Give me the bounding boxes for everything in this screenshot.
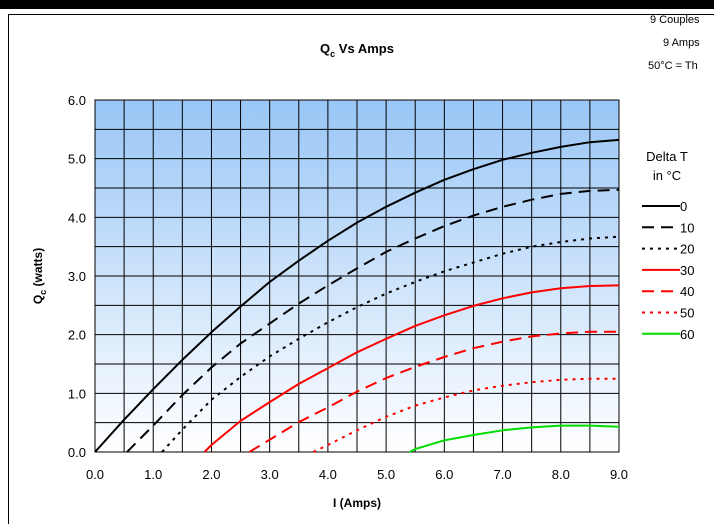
- legend-label-60: 60: [680, 327, 694, 342]
- y-tick-label: 5.0: [68, 152, 86, 167]
- y-tick-label: 4.0: [68, 210, 86, 225]
- legend: Delta T in °C 0 10 20 30 40 50 60: [642, 149, 694, 342]
- x-tick-label: 7.0: [494, 467, 512, 482]
- y-tick-label: 1.0: [68, 386, 86, 401]
- x-tick-label: 4.0: [319, 467, 337, 482]
- x-tick-label: 0.0: [86, 467, 104, 482]
- temperature-note: 50°C = Th: [648, 60, 698, 72]
- chart-title: Qc Vs Amps: [320, 41, 394, 59]
- grid-lines: [95, 100, 619, 452]
- series-lines: [94, 138, 620, 453]
- legend-title-line2: in °C: [653, 168, 681, 183]
- x-tick-label: 1.0: [144, 467, 162, 482]
- x-tick-label: 3.0: [261, 467, 279, 482]
- legend-label-30: 30: [680, 263, 694, 278]
- chart-frame: [8, 14, 714, 524]
- y-tick-label: 6.0: [68, 93, 86, 108]
- y-tick-label: 3.0: [68, 269, 86, 284]
- legend-label-50: 50: [680, 306, 694, 321]
- series-line-20: [161, 235, 620, 453]
- y-axis-title: Qc (watts): [31, 248, 48, 304]
- couples-note: 9 Couples: [650, 14, 700, 26]
- x-tick-label: 9.0: [610, 467, 628, 482]
- top-border-bar: [0, 0, 714, 9]
- legend-label-0: 0: [680, 199, 687, 214]
- x-tick-label: 2.0: [202, 467, 220, 482]
- legend-label-10: 10: [680, 220, 694, 235]
- x-tick-label: 5.0: [377, 467, 395, 482]
- amps-note: 9 Amps: [663, 37, 700, 49]
- y-tick-label: 2.0: [68, 328, 86, 343]
- x-tick-label: 6.0: [435, 467, 453, 482]
- series-line-0: [94, 138, 620, 453]
- x-tick-label: 8.0: [552, 467, 570, 482]
- legend-label-20: 20: [680, 242, 694, 257]
- legend-label-40: 40: [680, 284, 694, 299]
- series-line-10: [126, 188, 620, 453]
- x-axis-title: I (Amps): [333, 496, 381, 510]
- y-tick-label: 0.0: [68, 445, 86, 460]
- legend-title-line1: Delta T: [646, 149, 688, 164]
- series-line-30: [203, 284, 620, 453]
- series-line-40: [248, 330, 619, 453]
- tick-labels: 0.0 1.0 2.0 3.0 4.0 5.0 6.0 7.0 8.0 9.0 0.0 1.0 2.0 3…: [68, 93, 628, 482]
- series-line-60: [408, 424, 620, 453]
- series-line-50: [312, 377, 619, 453]
